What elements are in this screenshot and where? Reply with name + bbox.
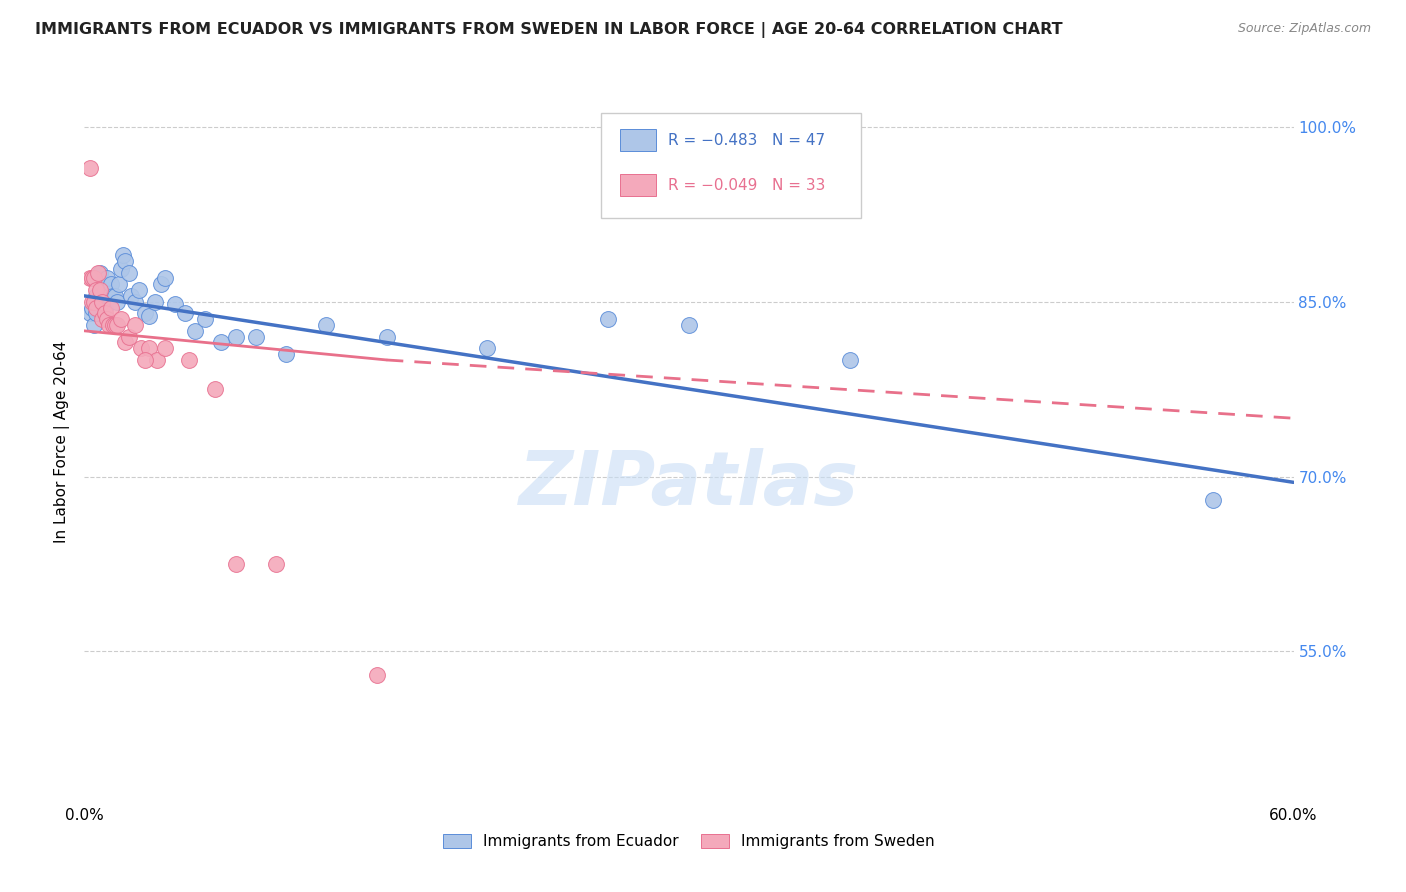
Point — [146, 353, 169, 368]
Point — [143, 294, 166, 309]
Point — [96, 312, 118, 326]
Point — [105, 318, 128, 332]
Point — [101, 318, 124, 332]
Text: ZIPatlas: ZIPatlas — [519, 449, 859, 522]
Point — [134, 353, 156, 368]
Point — [86, 289, 108, 303]
Point — [89, 266, 111, 280]
Point — [264, 557, 287, 571]
Point — [104, 289, 127, 303]
Point — [97, 289, 120, 303]
Text: IMMIGRANTS FROM ECUADOR VS IMMIGRANTS FROM SWEDEN IN LABOR FORCE | AGE 20-64 COR: IMMIGRANTS FROM ECUADOR VS IMMIGRANTS FR… — [35, 22, 1063, 38]
Point — [204, 382, 226, 396]
Point — [1202, 492, 1225, 507]
Point — [82, 271, 104, 285]
Text: Source: ZipAtlas.com: Source: ZipAtlas.com — [1237, 22, 1371, 36]
Point — [375, 329, 398, 343]
Point — [194, 312, 217, 326]
Point — [83, 294, 105, 309]
Point — [128, 283, 150, 297]
Point — [134, 306, 156, 320]
Point — [598, 312, 620, 326]
Point — [110, 262, 132, 277]
Bar — [620, 174, 657, 196]
Point — [245, 329, 267, 343]
Legend: Immigrants from Ecuador, Immigrants from Sweden: Immigrants from Ecuador, Immigrants from… — [436, 826, 942, 856]
Point — [225, 557, 247, 571]
Point — [104, 318, 127, 332]
Point — [91, 277, 114, 292]
Point — [96, 271, 118, 285]
Point — [111, 248, 134, 262]
Text: R = −0.483   N = 47: R = −0.483 N = 47 — [668, 133, 825, 148]
Point — [79, 306, 101, 320]
Point — [86, 306, 108, 320]
Point — [118, 329, 141, 343]
Point — [83, 271, 105, 285]
Point — [124, 294, 146, 309]
Point — [153, 341, 176, 355]
Point — [366, 667, 388, 681]
Point — [138, 341, 160, 355]
Point — [114, 254, 136, 268]
Point — [225, 329, 247, 343]
Point — [138, 309, 160, 323]
Point — [120, 289, 142, 303]
Point — [165, 297, 187, 311]
Point — [83, 318, 105, 332]
Point — [89, 283, 111, 297]
Point — [101, 289, 124, 303]
Point — [93, 283, 115, 297]
Point — [91, 294, 114, 309]
Point — [87, 266, 110, 280]
Point — [87, 271, 110, 285]
Point — [107, 277, 129, 292]
Point — [100, 277, 122, 292]
Point — [83, 294, 105, 309]
Point — [105, 294, 128, 309]
Point — [839, 353, 862, 368]
Point — [86, 301, 108, 315]
Point — [91, 312, 114, 326]
Point — [89, 289, 111, 303]
Point — [477, 341, 499, 355]
Point — [97, 318, 120, 332]
Point — [129, 341, 152, 355]
Point — [82, 301, 104, 315]
Point — [124, 318, 146, 332]
Point — [174, 306, 197, 320]
Y-axis label: In Labor Force | Age 20-64: In Labor Force | Age 20-64 — [55, 341, 70, 542]
Point — [184, 324, 207, 338]
Point — [86, 283, 108, 297]
Point — [79, 271, 101, 285]
Point — [110, 312, 132, 326]
Point — [179, 353, 201, 368]
Point — [100, 301, 122, 315]
Point — [315, 318, 337, 332]
Point — [114, 335, 136, 350]
Point — [96, 289, 118, 303]
Point — [209, 335, 232, 350]
Point — [93, 306, 115, 320]
Point — [274, 347, 297, 361]
Point — [82, 294, 104, 309]
Text: R = −0.049   N = 33: R = −0.049 N = 33 — [668, 178, 825, 193]
Point — [118, 266, 141, 280]
Point — [79, 161, 101, 175]
Bar — [620, 129, 657, 151]
Point — [93, 301, 115, 315]
Point — [149, 277, 172, 292]
FancyBboxPatch shape — [600, 112, 860, 218]
Point — [678, 318, 700, 332]
Point — [153, 271, 176, 285]
